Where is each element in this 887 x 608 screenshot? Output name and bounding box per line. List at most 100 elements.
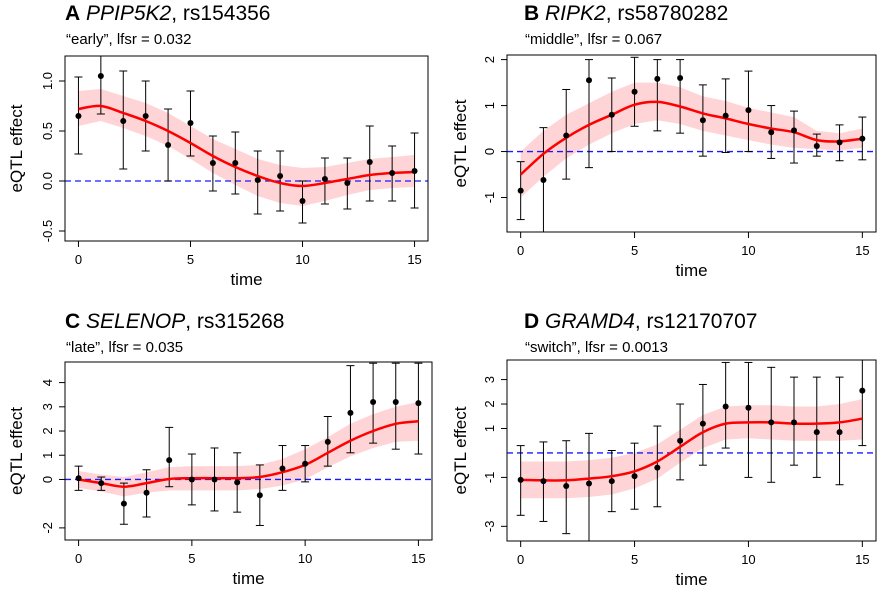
snp-id: , rs58780282	[605, 2, 729, 25]
data-point	[389, 170, 396, 176]
snp-id: , rs154356	[171, 2, 271, 25]
y-tick-label: 2	[40, 427, 55, 434]
panel-letter: D	[524, 310, 540, 333]
x-tick-label: 5	[187, 252, 194, 267]
y-tick-label: -3	[482, 521, 497, 533]
data-point	[279, 465, 286, 472]
y-tick-label: 2	[482, 56, 497, 63]
panel-a: A PPIP5K2, rs154356 “early”, lfsr = 0.03…	[0, 0, 440, 300]
y-tick-label: 0	[482, 148, 497, 155]
data-point	[142, 113, 149, 119]
panel-title: D GRAMD4, rs12170707	[524, 310, 757, 334]
y-tick-label: 1	[482, 425, 497, 432]
x-axis-title: time	[230, 270, 262, 289]
x-tick-label: 15	[855, 552, 869, 567]
data-point	[722, 403, 729, 410]
data-point	[768, 129, 775, 136]
data-point	[370, 398, 377, 405]
y-tick-label: 0.0	[40, 172, 55, 190]
plot-area	[65, 56, 428, 224]
confidence-band	[520, 399, 863, 499]
data-point	[586, 480, 592, 487]
y-tick-label: 1	[40, 452, 55, 459]
data-point	[299, 198, 306, 204]
x-tick-label: 15	[855, 243, 869, 258]
gene-name: GRAMD4	[545, 310, 635, 333]
data-point	[745, 107, 752, 114]
panel-subtitle: “middle”, lfsr = 0.067	[525, 31, 663, 48]
data-point	[188, 476, 195, 483]
chart-plot-d: 0 5 10 15 time -3 -1 1 2 3 eQTL effect	[451, 359, 877, 589]
data-point	[586, 77, 592, 84]
data-point	[699, 117, 706, 124]
y-tick-label: 3	[482, 376, 497, 383]
y-axis-title: eQTL effect	[451, 99, 470, 187]
x-tick-label: 10	[295, 252, 309, 267]
y-axis-title: eQTL effect	[7, 104, 26, 192]
data-point	[256, 492, 263, 499]
data-point	[392, 398, 399, 405]
panel-subtitle: “late”, lfsr = 0.035	[66, 339, 184, 356]
data-point	[143, 489, 150, 496]
panel-letter: C	[65, 310, 81, 333]
y-tick-label: 1.0	[40, 72, 55, 90]
y-tick-label: -0.5	[40, 220, 55, 242]
data-point	[768, 419, 775, 426]
x-axis-title: time	[675, 261, 707, 280]
y-tick-label: 0.5	[40, 122, 55, 140]
y-tick-label: 2	[482, 400, 497, 407]
data-point	[608, 478, 615, 485]
snp-id: , rs12170707	[634, 310, 758, 333]
data-point	[97, 73, 104, 79]
y-tick-label: 4	[40, 379, 55, 386]
x-axis-title: time	[675, 570, 707, 589]
gene-name: RIPK2	[545, 2, 606, 25]
smooth-trend-line	[519, 100, 863, 176]
plot-area	[507, 56, 876, 232]
data-point	[277, 173, 284, 179]
data-point	[699, 420, 706, 427]
x-tick-label: 0	[75, 252, 82, 267]
plot-frame	[506, 54, 877, 233]
panel-title: C SELENOP, rs315268	[65, 310, 284, 334]
y-axis-title: eQTL effect	[451, 406, 470, 494]
x-axis-title: time	[232, 569, 264, 588]
data-point	[631, 88, 638, 95]
data-point	[347, 409, 354, 416]
data-point	[302, 460, 309, 467]
y-tick-label: 0	[40, 476, 55, 483]
chart-plot-c: 0 5 10 15 time -2 0 1 2 3 4 eQTL effect	[7, 361, 433, 588]
x-tick-label: 5	[188, 551, 195, 566]
chart-plot-b: 0 5 10 15 time -1 0 1 2 eQTL effect	[451, 54, 877, 280]
plot-frame	[506, 359, 877, 542]
gene-name: SELENOP	[86, 310, 186, 333]
plot-area	[507, 360, 876, 541]
data-point	[654, 464, 661, 471]
data-point	[415, 400, 422, 407]
smooth-trend-line	[78, 104, 415, 188]
panel-subtitle: “early”, lfsr = 0.032	[66, 31, 192, 48]
data-point	[344, 180, 351, 186]
data-point	[836, 139, 843, 146]
x-tick-label: 5	[631, 552, 638, 567]
panel-letter: B	[524, 2, 540, 25]
data-point	[608, 111, 615, 118]
data-point	[120, 500, 127, 507]
x-tick-label: 15	[407, 252, 421, 267]
data-point	[563, 482, 570, 489]
confidence-band	[520, 82, 863, 198]
data-point	[187, 120, 194, 126]
confidence-band	[78, 89, 415, 206]
data-point	[75, 113, 82, 119]
data-point	[540, 177, 547, 184]
data-point	[722, 112, 729, 119]
x-tick-label: 10	[741, 243, 755, 258]
data-point	[75, 475, 82, 482]
y-tick-label: -1	[482, 192, 497, 204]
data-point	[321, 176, 328, 182]
x-tick-label: 0	[75, 551, 82, 566]
panel-title: B RIPK2, rs58780282	[524, 2, 728, 26]
data-point	[234, 479, 241, 486]
data-point	[324, 438, 331, 445]
data-point	[813, 429, 820, 436]
